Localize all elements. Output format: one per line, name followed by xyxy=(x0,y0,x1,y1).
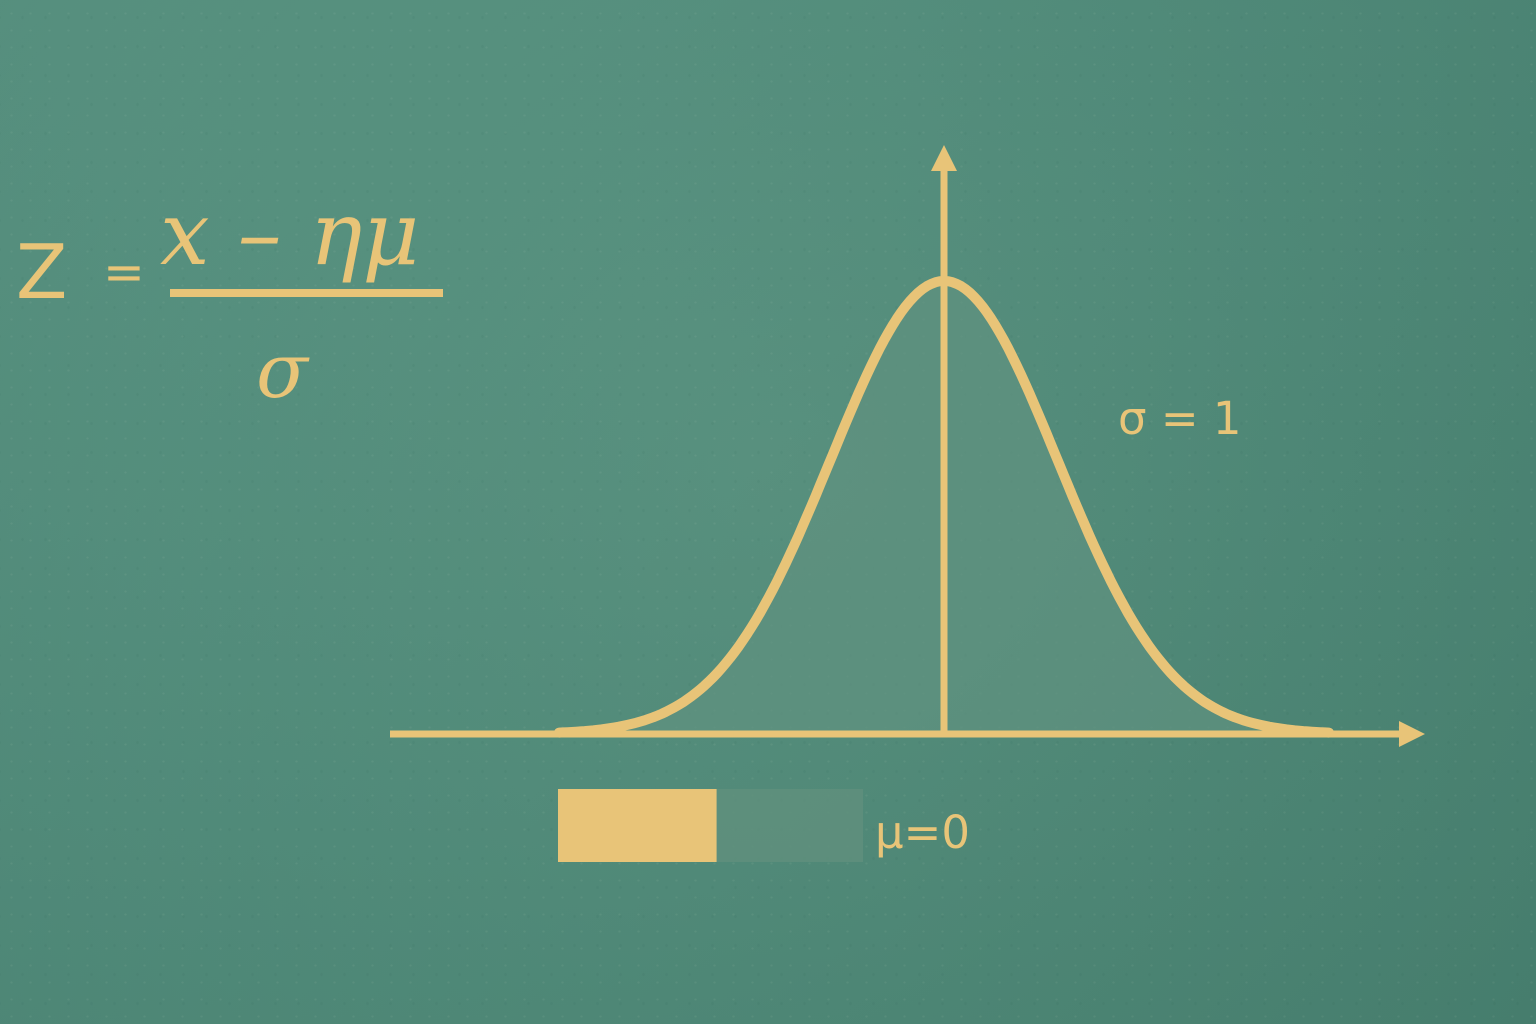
formula-equals: = xyxy=(103,243,145,301)
mu-label: μ=0 xyxy=(875,806,970,859)
z-score-formula: Z = x – ημ σ xyxy=(16,182,443,415)
formula-numerator: x – ημ xyxy=(160,182,420,285)
formula-z: Z xyxy=(16,228,67,316)
formula-denominator: σ xyxy=(256,326,310,415)
mean-legend: μ=0 xyxy=(558,789,970,862)
legend-bar-fill xyxy=(558,789,717,862)
sigma-label: σ = 1 xyxy=(1118,392,1241,445)
normal-curve-line xyxy=(554,276,1334,738)
normal-curve-chart: σ = 1 xyxy=(390,145,1425,747)
